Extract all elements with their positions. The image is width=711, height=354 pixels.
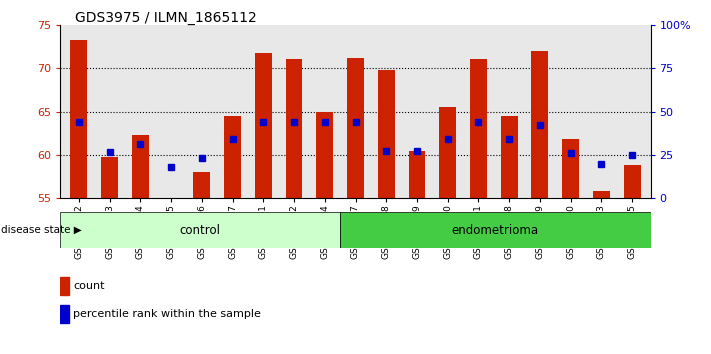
Bar — [593, 191, 610, 198]
Bar — [163, 198, 180, 202]
Bar — [409, 150, 425, 198]
Bar — [132, 135, 149, 198]
Bar — [224, 116, 241, 198]
Bar — [340, 212, 651, 248]
Bar — [70, 40, 87, 198]
Text: percentile rank within the sample: percentile rank within the sample — [73, 309, 262, 319]
Bar — [255, 53, 272, 198]
Bar — [60, 277, 68, 295]
Bar — [60, 212, 340, 248]
Bar — [193, 172, 210, 198]
Bar — [60, 306, 68, 323]
Bar — [531, 51, 548, 198]
Bar — [101, 156, 118, 198]
Bar — [501, 116, 518, 198]
Bar — [470, 59, 487, 198]
Bar — [286, 59, 302, 198]
Text: count: count — [73, 281, 105, 291]
Bar — [378, 70, 395, 198]
Text: endometrioma: endometrioma — [451, 224, 539, 236]
Bar — [624, 165, 641, 198]
Bar — [316, 112, 333, 198]
Text: control: control — [180, 224, 221, 236]
Bar — [347, 58, 364, 198]
Bar — [439, 107, 456, 198]
Text: disease state ▶: disease state ▶ — [1, 225, 82, 235]
Bar — [562, 139, 579, 198]
Text: GDS3975 / ILMN_1865112: GDS3975 / ILMN_1865112 — [75, 11, 257, 25]
